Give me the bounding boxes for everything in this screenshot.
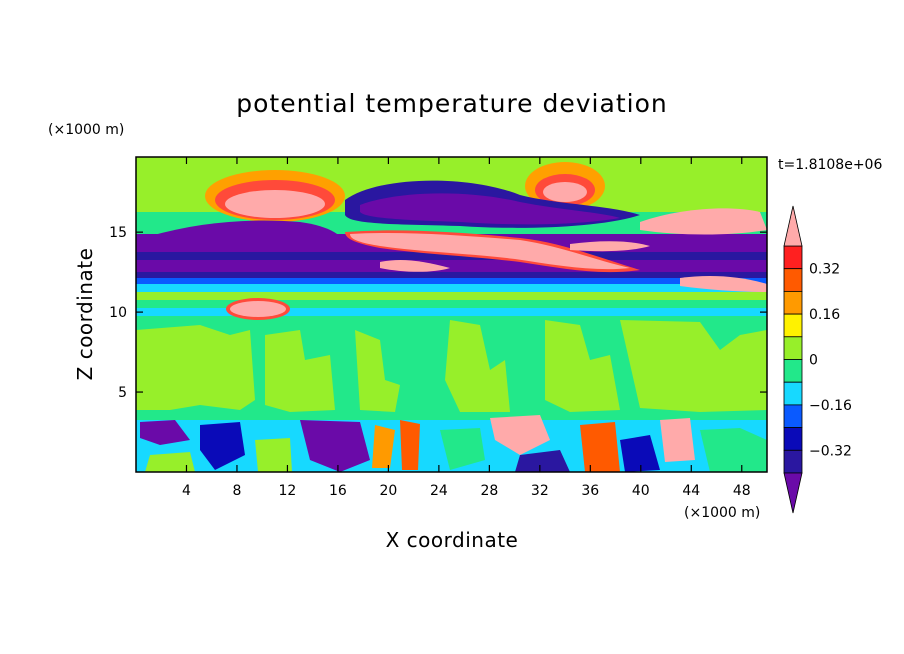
bl-cold-1: [140, 420, 190, 445]
band-7: [136, 292, 767, 300]
upper-cold-core: [360, 193, 620, 225]
colorbar-segment: [783, 313, 803, 338]
plot-frame: [135, 156, 768, 473]
bl-warm-2: [400, 420, 420, 470]
colorbar-tick-label: 0: [809, 353, 818, 369]
colorbar-segment: [783, 245, 803, 270]
mid-patch-4: [445, 320, 510, 412]
bl-cold-4: [515, 450, 570, 472]
colorbar-tick-label: 0.16: [809, 307, 840, 323]
cold-dome-left: [150, 220, 350, 250]
warm-patch-mid: [570, 241, 650, 252]
x-tick-label: 32: [531, 483, 549, 499]
colorbar-tick-label: 0.32: [809, 262, 840, 278]
x-tick-label: 28: [480, 483, 498, 499]
colorbar-segment: [783, 404, 803, 428]
colorbar-segment: [783, 449, 803, 474]
lens-z10-core: [230, 301, 286, 317]
colorbar: 0.32 0.16 0 −0.16 −0.32: [783, 205, 852, 514]
colorbar-tick-label: −0.32: [809, 443, 852, 459]
colorbar-lower-extension: [783, 472, 803, 514]
band-9: [136, 308, 767, 316]
colorbar-segment: [783, 427, 803, 451]
y-axis-ticks: 5 10 15: [109, 225, 767, 401]
colorbar-segment: [783, 290, 803, 315]
mid-patch-5: [545, 320, 620, 412]
warm-streak-core: [350, 232, 630, 270]
x-tick-label: 16: [329, 483, 347, 499]
y-tick-label: 15: [109, 225, 127, 241]
mid-patch-6: [620, 320, 767, 412]
x-tick-label: 24: [430, 483, 448, 499]
bl-green-4: [255, 438, 292, 472]
chart-title: potential temperature deviation: [236, 89, 667, 118]
bl-warm-5: [660, 418, 695, 462]
x-axis-ticks: 4 8 12 16 20 24 28 32 36 40 44 48: [182, 157, 751, 499]
band-8: [136, 300, 767, 308]
warm-patch-small: [380, 260, 450, 272]
colorbar-segment: [783, 359, 803, 383]
cold-band-6: [136, 284, 767, 292]
upper-lens-2-core: [543, 182, 587, 202]
x-tick-label: 8: [232, 483, 241, 499]
contour-field: [136, 157, 767, 472]
x-tick-label: 44: [682, 483, 700, 499]
cold-band-5: [136, 278, 767, 284]
x-tick-label: 12: [279, 483, 297, 499]
y-unit-label: (×1000 m): [48, 122, 124, 138]
bl-warm-4: [580, 422, 620, 472]
bl-cold-5: [620, 435, 660, 472]
bl-green-2: [700, 428, 767, 472]
colorbar-upper-extension: [783, 205, 803, 247]
x-tick-label: 36: [581, 483, 599, 499]
bl-warm-3: [490, 415, 550, 455]
cold-band-3: [136, 260, 767, 272]
colorbar-segment: [783, 268, 803, 292]
x-tick-label: 40: [632, 483, 650, 499]
warm-patch-right: [640, 208, 767, 235]
mid-patch-3: [355, 330, 400, 412]
x-tick-label: 20: [379, 483, 397, 499]
cold-band-2: [136, 252, 767, 260]
y-tick-label: 10: [109, 305, 127, 321]
bl-cold-2: [200, 422, 245, 470]
bl-green-3: [145, 452, 195, 472]
time-label: t=1.8108e+06: [778, 157, 882, 173]
bl-warm-1: [372, 425, 395, 468]
x-tick-label: 48: [733, 483, 751, 499]
warm-patch-right-low: [680, 276, 767, 292]
x-unit-label: (×1000 m): [684, 505, 760, 521]
y-axis-label: Z coordinate: [73, 248, 97, 381]
y-tick-label: 5: [118, 385, 127, 401]
x-axis-label: X coordinate: [386, 528, 519, 552]
colorbar-tick-label: −0.16: [809, 398, 852, 414]
cold-band-4: [136, 272, 767, 278]
x-tick-label: 4: [182, 483, 191, 499]
bl-cold-3: [300, 420, 370, 472]
colorbar-segment: [783, 336, 803, 360]
mid-patch-1: [136, 325, 255, 410]
upper-lens-1-core: [225, 190, 325, 218]
mid-patch-2: [265, 330, 335, 412]
colorbar-segment: [783, 381, 803, 406]
bl-green-1: [440, 428, 485, 470]
